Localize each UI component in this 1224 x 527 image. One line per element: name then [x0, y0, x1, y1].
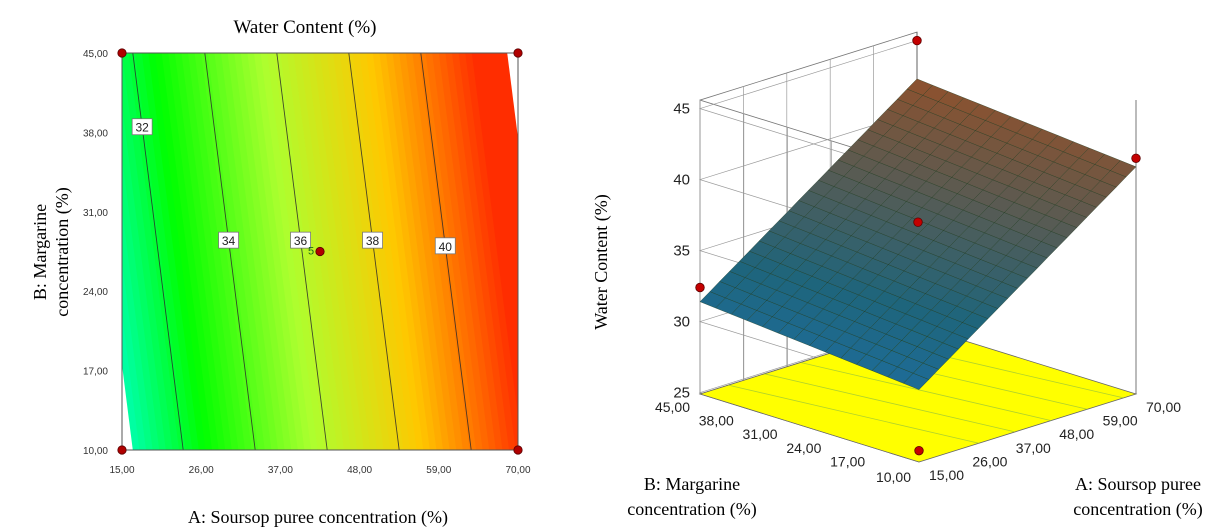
surface-design-point	[914, 445, 924, 456]
surface-design-point	[1131, 153, 1141, 163]
surface-a-tick-label: 48,00	[1059, 426, 1094, 442]
contour-fill-strip	[471, 53, 518, 417]
surface-a-tick-label: 37,00	[1016, 440, 1051, 456]
contour-level-label-box	[218, 231, 239, 249]
surface-a-tick-label: 70,00	[1146, 399, 1181, 415]
surface-a-tick-label: 26,00	[972, 453, 1007, 469]
surface-a-tick-label: 59,00	[1103, 413, 1138, 429]
contour-y-tick-label: 31,00	[83, 208, 108, 219]
surface-z-tick-label: 35	[673, 243, 690, 260]
surface-mesh-cell	[1110, 160, 1137, 178]
contour-y-axis-label: B: Margarine concentration (%)	[30, 187, 73, 316]
contour-replicate-count: 5	[308, 246, 314, 258]
response-surface	[699, 78, 1137, 390]
contour-x-tick-label: 59,00	[426, 465, 451, 476]
surface-z-axis-label: Water Content (%)	[591, 194, 612, 330]
contour-x-tick-label: 48,00	[347, 465, 372, 476]
contour-line-38	[348, 53, 400, 450]
contour-design-points: 5	[117, 48, 523, 455]
contour-level-label: 40	[439, 240, 453, 254]
contour-design-point	[513, 48, 523, 58]
surface-plot: 25 30 35 40 45 10,00 17,00 24,00 31,00 38,00 45,0…	[591, 31, 1203, 520]
surface-design-point	[913, 217, 923, 227]
surface-b-tick-label: 10,00	[876, 469, 911, 485]
contour-y-tick-label: 24,00	[83, 287, 108, 298]
contour-x-tick-label: 70,00	[505, 465, 530, 476]
surface-floor-contour	[728, 384, 979, 444]
surface-z-tick-label: 45	[673, 101, 690, 118]
surface-b-tick-label: 17,00	[830, 453, 865, 469]
contour-level-label: 32	[135, 121, 149, 135]
surface-b-tick-label: 24,00	[786, 440, 821, 456]
surface-z-tick-label: 25	[673, 385, 690, 402]
surface-b-axis-label-line-2: concentration (%)	[627, 499, 756, 520]
surface-b-tick-label: 31,00	[743, 426, 778, 442]
contour-title: Water Content (%)	[233, 17, 376, 38]
surface-z-tick-label: 30	[673, 314, 690, 331]
surface-a-axis-label-line-2: concentration (%)	[1073, 499, 1202, 520]
surface-z-tick-label: 40	[673, 172, 690, 189]
contour-y-tick-label: 10,00	[83, 446, 108, 457]
contour-design-point	[513, 445, 523, 455]
contour-line-34	[204, 53, 256, 450]
contour-x-tick-label: 37,00	[268, 465, 293, 476]
surface-a-tick-label: 15,00	[929, 467, 964, 483]
surface-b-tick-labels: 10,00 17,00 24,00 31,00 38,00 45,00	[655, 399, 911, 485]
contour-level-labels: 32 34 36 38 40	[131, 118, 456, 255]
contour-level-label: 36	[294, 234, 308, 248]
contour-line-36	[276, 53, 328, 450]
contour-x-tick-label: 26,00	[189, 465, 214, 476]
contour-level-label-box	[362, 231, 383, 249]
contour-design-point	[315, 246, 325, 257]
contour-level-label-box	[434, 237, 456, 255]
surface-a-tick-labels: 15,00 26,00 37,00 48,00 59,00 70,00	[929, 399, 1181, 483]
contour-x-tick-label: 15,00	[109, 465, 134, 476]
contour-x-tick-labels: 15,00 26,00 37,00 48,00 59,00 70,00	[109, 465, 530, 476]
surface-b-axis-label-line-1: B: Margarine	[644, 474, 740, 494]
contour-y-tick-label: 45,00	[83, 49, 108, 60]
contour-plot-frame	[121, 52, 519, 451]
surface-b-tick-label: 38,00	[699, 413, 734, 429]
contour-y-axis-label-line-1: B: Margarine	[30, 204, 50, 300]
contour-y-axis-label-line-2: concentration (%)	[52, 187, 73, 316]
contour-design-point	[117, 48, 127, 58]
contour-design-point	[117, 445, 127, 455]
surface-a-axis-label-line-1: A: Soursop puree	[1075, 474, 1201, 494]
contour-plot: Water Content (%) 32 34 36 38 40 15,00 26,00 3…	[30, 17, 531, 527]
contour-level-label: 34	[222, 234, 236, 248]
contour-y-tick-labels: 10,00 17,00 24,00 31,00 38,00 45,00	[83, 49, 108, 457]
contour-level-label-box	[290, 231, 311, 249]
contour-color-fill	[122, 53, 518, 450]
contour-level-label-box	[131, 118, 153, 136]
contour-y-tick-label: 38,00	[83, 128, 108, 139]
contour-y-tick-label: 17,00	[83, 367, 108, 378]
surface-design-point	[695, 282, 705, 293]
surface-design-points	[695, 35, 1141, 456]
surface-floor-contour	[800, 362, 1052, 421]
contour-x-axis-label: A: Soursop puree concentration (%)	[188, 507, 448, 527]
surface-b-tick-label: 45,00	[655, 399, 690, 415]
surface-design-point	[912, 35, 922, 46]
contour-level-label: 38	[366, 234, 380, 248]
surface-floor-contour	[764, 373, 1016, 433]
surface-z-tick-labels: 25 30 35 40 45	[673, 101, 690, 402]
